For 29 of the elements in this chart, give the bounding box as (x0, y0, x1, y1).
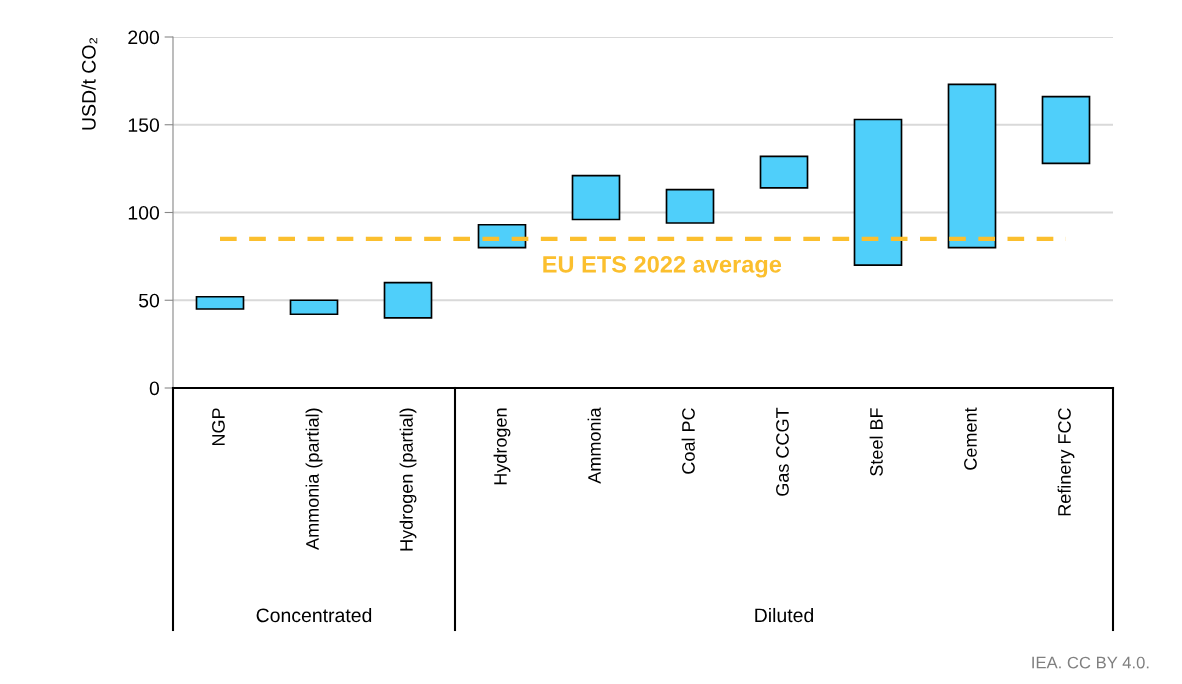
y-axis-title: USD/t CO₂ (81, 37, 98, 130)
bar (1041, 95, 1091, 165)
x-tick-label: NGP (212, 408, 225, 446)
text: IEA. CC BY 4.0. (1032, 656, 1149, 669)
bar (947, 83, 997, 249)
y-tick-label: 100 (128, 205, 160, 220)
x-tick-label: Refinery FCC (1057, 408, 1075, 516)
text: Concentrated (256, 607, 372, 623)
x-tick-label: Coal PC (681, 408, 695, 474)
text: Diluted (755, 607, 814, 623)
y-tick-label: 0 (149, 381, 160, 396)
x-tick-label: Hydrogen (493, 408, 511, 485)
x-tick-label: Gas CCGT (776, 407, 789, 496)
x-tick-label: Cement (964, 407, 977, 470)
x-tick-label: Ammonia (587, 407, 601, 484)
x-tick-label: Ammonia (partial) (305, 408, 323, 550)
x-tick-label: Steel BF (869, 408, 883, 476)
bar (665, 188, 715, 224)
x-tick-label: Hydrogen (partial) (399, 408, 417, 551)
bar (571, 174, 621, 221)
bar (289, 299, 339, 316)
ref-line-label: EU ETS 2022 average (543, 256, 782, 278)
y-tick-label: 200 (128, 30, 160, 45)
y-tick-label: 50 (138, 293, 160, 308)
bar (759, 155, 809, 189)
y-tick-label: 150 (128, 118, 160, 132)
bar (195, 295, 245, 310)
bar (853, 118, 903, 266)
bar (383, 281, 433, 319)
